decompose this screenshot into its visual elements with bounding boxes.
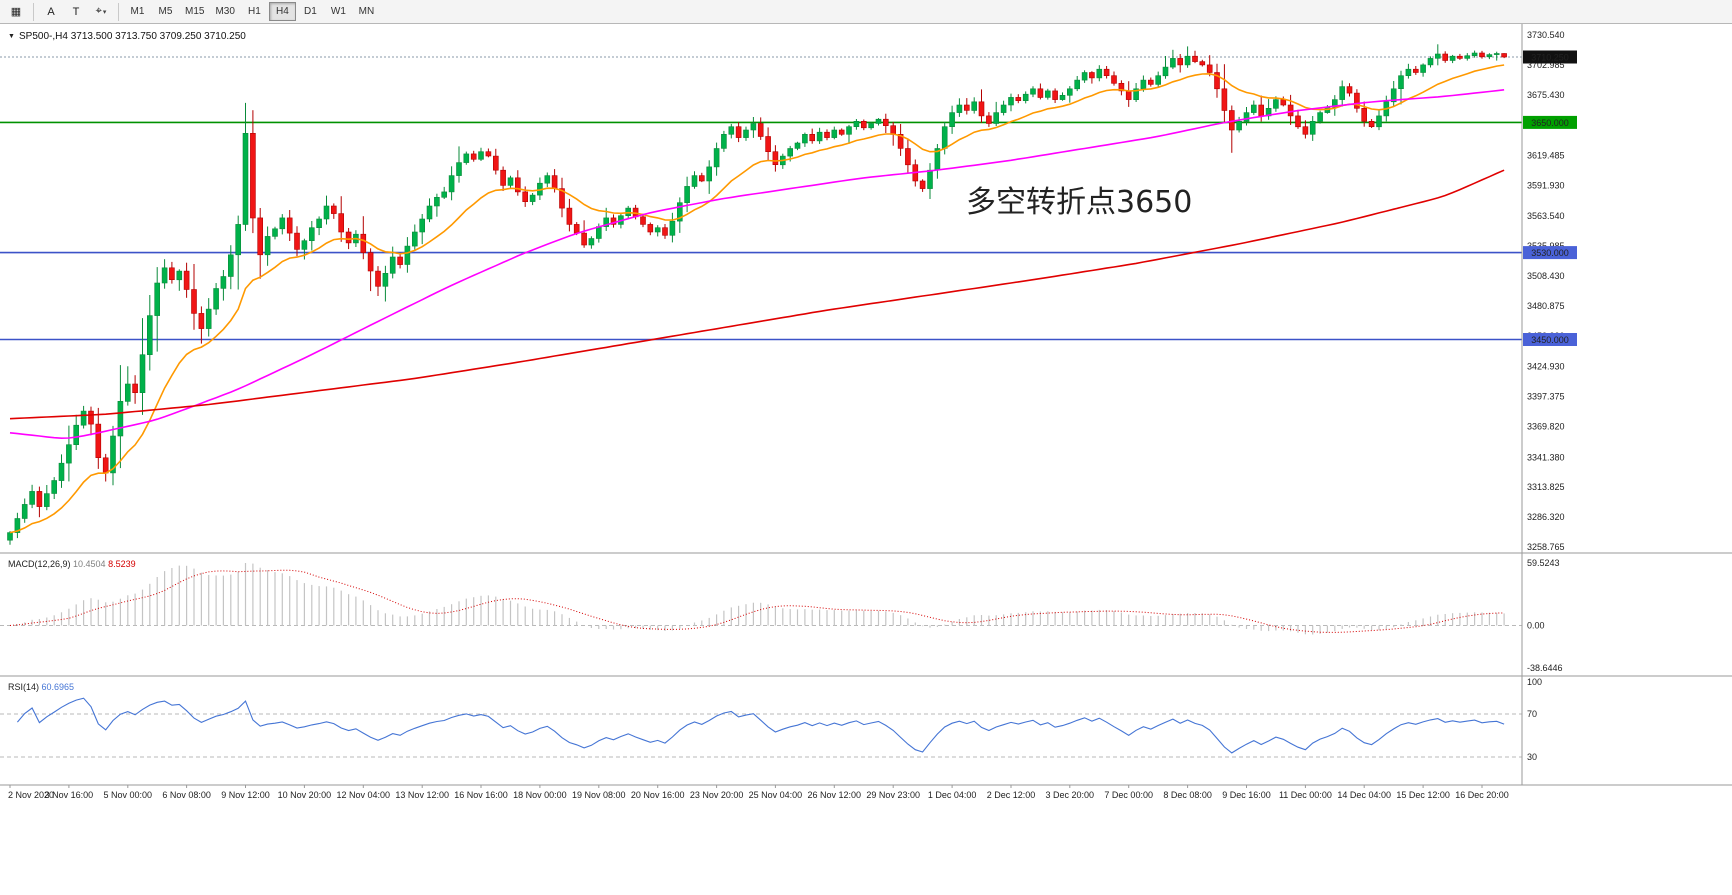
svg-text:3650.000: 3650.000 — [1531, 118, 1569, 128]
svg-text:3286.320: 3286.320 — [1527, 512, 1565, 522]
svg-text:26 Nov 12:00: 26 Nov 12:00 — [808, 790, 862, 800]
chart-area[interactable]: 3730.5403702.9853675.4303647.8753619.485… — [0, 24, 1732, 895]
candles-layer — [7, 44, 1507, 545]
timeframe-H1[interactable]: H1 — [241, 2, 268, 21]
macd-panel: MACD(12,26,9) 10.4504 8.5239 59.5243 0.00 -… — [0, 558, 1563, 673]
svg-text:15 Dec 12:00: 15 Dec 12:00 — [1396, 790, 1450, 800]
svg-text:70: 70 — [1527, 709, 1537, 719]
svg-text:3397.375: 3397.375 — [1527, 392, 1565, 402]
timeframe-MN[interactable]: MN — [353, 2, 380, 21]
svg-text:16 Nov 16:00: 16 Nov 16:00 — [454, 790, 508, 800]
timeframe-H4[interactable]: H4 — [268, 2, 296, 21]
price-badge-3530.000: 3530.000 — [1523, 246, 1577, 260]
svg-text:20 Nov 16:00: 20 Nov 16:00 — [631, 790, 685, 800]
rsi-panel: RSI(14) 60.6965 100 70 30 — [0, 677, 1542, 762]
svg-text:23 Nov 20:00: 23 Nov 20:00 — [690, 790, 744, 800]
svg-text:16 Dec 20:00: 16 Dec 20:00 — [1455, 790, 1509, 800]
ma-fast-line — [9, 64, 1505, 534]
toolbar-separator — [118, 2, 119, 21]
svg-text:3530.000: 3530.000 — [1531, 248, 1569, 258]
svg-text:1 Dec 04:00: 1 Dec 04:00 — [928, 790, 977, 800]
horizontal-level-lines[interactable] — [0, 121, 1522, 341]
timeframe-M5[interactable]: M5 — [152, 2, 179, 21]
macd-label: MACD(12,26,9) 10.4504 8.5239 — [8, 559, 136, 569]
svg-text:3508.430: 3508.430 — [1527, 271, 1565, 281]
text-tool-icon: T — [72, 5, 80, 18]
svg-text:3 Dec 20:00: 3 Dec 20:00 — [1046, 790, 1095, 800]
svg-text:3 Nov 16:00: 3 Nov 16:00 — [45, 790, 94, 800]
svg-text:9 Nov 12:00: 9 Nov 12:00 — [221, 790, 270, 800]
symbol-title: ▼ SP500-,H4 3713.500 3713.750 3709.250 37… — [8, 31, 246, 42]
svg-text:14 Dec 04:00: 14 Dec 04:00 — [1337, 790, 1391, 800]
svg-text:10 Nov 20:00: 10 Nov 20:00 — [278, 790, 332, 800]
macd-signal-line — [9, 569, 1505, 633]
price-badge-3450.000: 3450.000 — [1523, 333, 1577, 346]
svg-text:3702.985: 3702.985 — [1527, 60, 1565, 70]
cursor-tool-button[interactable]: ⌖ ▾ — [89, 2, 113, 22]
svg-text:7 Dec 00:00: 7 Dec 00:00 — [1104, 790, 1153, 800]
timeframe-W1[interactable]: W1 — [325, 2, 352, 21]
ma-mid-line — [9, 89, 1505, 440]
chart-grid-button[interactable]: ▦ — [4, 2, 28, 22]
toolbar: ▦ A T ⌖ ▾ M1 M5 M15 M30 H1 H4 D1 W1 MN — [0, 0, 1732, 24]
timeframe-M30[interactable]: M30 — [210, 2, 239, 21]
rsi-label: RSI(14) 60.6965 — [8, 682, 74, 692]
timeframe-M15[interactable]: M15 — [180, 2, 209, 21]
toolbar-separator — [33, 2, 34, 21]
svg-text:3341.380: 3341.380 — [1527, 452, 1565, 462]
svg-text:11 Dec 00:00: 11 Dec 00:00 — [1279, 790, 1332, 800]
grid-icon: ▦ — [10, 6, 22, 18]
timeframe-toolbar: M1 M5 M15 M30 H1 H4 D1 W1 MN — [124, 2, 380, 21]
svg-text:25 Nov 04:00: 25 Nov 04:00 — [749, 790, 803, 800]
panel-separators[interactable] — [0, 24, 1732, 786]
svg-text:6 Nov 08:00: 6 Nov 08:00 — [162, 790, 211, 800]
ma-slow-line — [9, 169, 1505, 420]
crosshair-icon: ⌖ — [95, 5, 102, 17]
svg-text:9 Dec 16:00: 9 Dec 16:00 — [1222, 790, 1271, 800]
price-badge-3650.000: 3650.000 — [1523, 115, 1577, 129]
svg-text:3675.430: 3675.430 — [1527, 90, 1565, 100]
svg-text:3480.875: 3480.875 — [1527, 301, 1565, 311]
svg-text:3369.820: 3369.820 — [1527, 422, 1565, 432]
svg-text:▼: ▼ — [8, 33, 15, 40]
svg-text:19 Nov 08:00: 19 Nov 08:00 — [572, 790, 626, 800]
svg-text:3258.765: 3258.765 — [1527, 542, 1565, 552]
svg-text:18 Nov 00:00: 18 Nov 00:00 — [513, 790, 567, 800]
svg-text:3710.250: 3710.250 — [1531, 53, 1569, 63]
svg-text:3450.000: 3450.000 — [1531, 335, 1569, 345]
svg-text:30: 30 — [1527, 752, 1537, 762]
svg-text:3591.930: 3591.930 — [1527, 180, 1565, 190]
svg-text:59.5243: 59.5243 — [1527, 558, 1560, 568]
svg-text:SP500-,H4 3713.500 3713.750 37: SP500-,H4 3713.500 3713.750 3709.250 371… — [19, 31, 246, 42]
svg-text:3313.825: 3313.825 — [1527, 482, 1565, 492]
price-axis: 3730.5403702.9853675.4303647.8753619.485… — [1523, 30, 1577, 552]
svg-text:29 Nov 23:00: 29 Nov 23:00 — [866, 790, 920, 800]
svg-text:13 Nov 12:00: 13 Nov 12:00 — [395, 790, 449, 800]
svg-text:100: 100 — [1527, 677, 1542, 687]
svg-text:3563.540: 3563.540 — [1527, 211, 1565, 221]
timeframe-M1[interactable]: M1 — [124, 2, 151, 21]
svg-text:-38.6446: -38.6446 — [1527, 663, 1563, 673]
svg-text:8 Dec 08:00: 8 Dec 08:00 — [1163, 790, 1212, 800]
svg-text:2 Nov 2020: 2 Nov 2020 — [8, 790, 54, 800]
text-tool-button[interactable]: T — [64, 2, 88, 22]
svg-text:5 Nov 00:00: 5 Nov 00:00 — [104, 790, 153, 800]
letter-a-icon: A — [47, 5, 55, 18]
annotation-text: 多空转折点3650 — [966, 185, 1192, 220]
svg-text:0.00: 0.00 — [1527, 621, 1545, 631]
annotation-a-button[interactable]: A — [39, 2, 63, 22]
macd-histogram — [16, 563, 1505, 635]
svg-text:3619.485: 3619.485 — [1527, 151, 1565, 161]
svg-text:2 Dec 12:00: 2 Dec 12:00 — [987, 790, 1036, 800]
current-price-badge: 3710.250 — [1523, 50, 1577, 64]
svg-text:3730.540: 3730.540 — [1527, 30, 1565, 40]
rsi-line — [16, 697, 1505, 754]
timeframe-D1[interactable]: D1 — [297, 2, 324, 21]
svg-text:3424.930: 3424.930 — [1527, 362, 1565, 372]
svg-text:12 Nov 04:00: 12 Nov 04:00 — [337, 790, 391, 800]
chevron-down-icon: ▾ — [102, 8, 107, 16]
